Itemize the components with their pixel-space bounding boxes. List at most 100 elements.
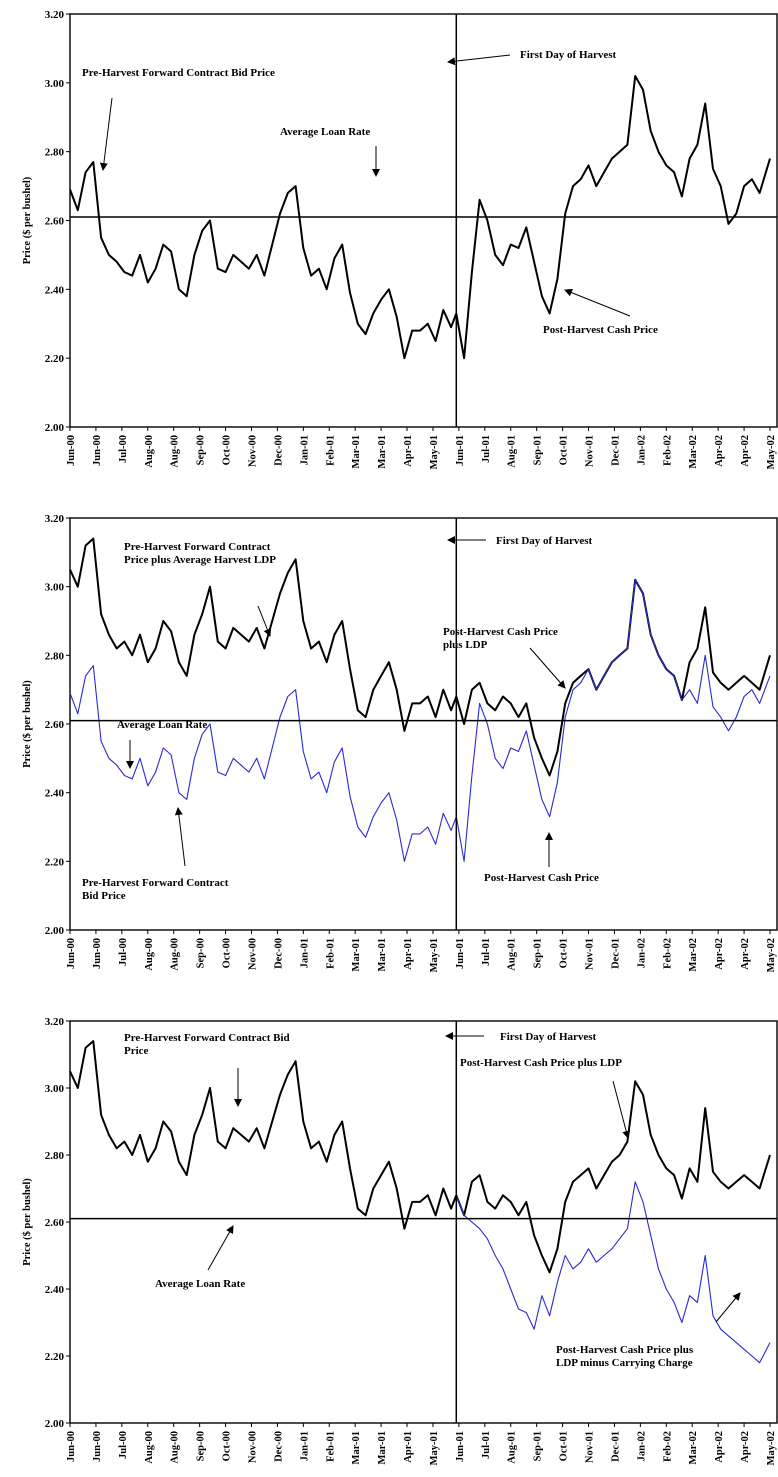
x-tick-label: Sep-00 — [196, 938, 207, 968]
x-tick-label: Apr-02 — [714, 435, 725, 467]
annotation-average-loan-rate: Average Loan Rate — [280, 126, 370, 138]
x-tick-label: Jun-00 — [66, 938, 77, 969]
annotation-arrow — [715, 1292, 741, 1323]
annotation-arrow — [529, 647, 566, 689]
x-tick-label: Jun-00 — [66, 1431, 77, 1462]
x-tick-label: Feb-02 — [662, 938, 673, 969]
x-tick-label: Oct-00 — [222, 1431, 233, 1461]
x-tick-label: Oct-01 — [559, 1431, 570, 1461]
annotation-pre-harvest-forward-contract-bid-price: Pre-Harvest Forward Contract Bid Price — [82, 67, 275, 79]
x-tick-label: Apr-01 — [403, 1431, 414, 1463]
y-tick-label: 2.00 — [45, 422, 65, 434]
x-tick-label: Sep-01 — [533, 435, 544, 465]
x-tick-label: Oct-00 — [222, 435, 233, 465]
x-tick-label: Nov-00 — [247, 435, 258, 467]
x-tick-label: Nov-00 — [247, 938, 258, 970]
x-tick-label: Aug-00 — [144, 1431, 155, 1464]
chart-panel-2: 2.00 2.20 2.40 2.60 2.80 3.00 3.20 Price ($ per… — [22, 513, 778, 972]
annotation-first-day-of-harvest: First Day of Harvest — [496, 535, 593, 547]
annotation-average-loan-rate: Average Loan Rate — [117, 719, 207, 731]
series-line-1 — [69, 537, 458, 732]
x-tick-label: Nov-01 — [585, 435, 596, 467]
x-tick-label: Jun-00 — [92, 938, 103, 969]
x-tick-label: Oct-01 — [559, 938, 570, 968]
x-tick-label: Aug-01 — [507, 1431, 518, 1464]
x-tick-label: Jul-01 — [481, 1431, 492, 1459]
x-tick-label: Aug-01 — [507, 435, 518, 468]
x-tick-label: Mar-01 — [351, 435, 362, 468]
x-tick-label: Aug-00 — [144, 435, 155, 468]
x-tick-label: Feb-01 — [325, 938, 336, 969]
x-tick-label: Apr-02 — [740, 435, 751, 467]
y-tick-label: 3.00 — [45, 582, 65, 594]
x-tick-label: Mar-02 — [688, 1431, 699, 1464]
y-tick-label: 3.00 — [45, 1083, 65, 1095]
x-tick-label: Mar-01 — [351, 1431, 362, 1464]
annotation-arrow — [257, 605, 272, 637]
y-tick-label: 2.20 — [45, 1351, 65, 1363]
x-tick-label: Jul-01 — [481, 435, 492, 463]
annotation-pre-harvest-forward-contract-bid-price: Pre-Harvest Forward Contract Bid Price — [124, 1032, 290, 1057]
x-tick-label: Apr-02 — [714, 938, 725, 970]
x-tick-label: Apr-02 — [714, 1431, 725, 1463]
x-tick-label: Mar-01 — [377, 938, 388, 971]
x-tick-label: Jan-02 — [636, 938, 647, 968]
y-tick-label: 2.20 — [45, 856, 65, 868]
x-tick-label: Jan-01 — [299, 1431, 310, 1461]
x-tick-label: Aug-00 — [170, 435, 181, 468]
annotation-arrow — [612, 1080, 631, 1139]
y-tick-label: 2.60 — [45, 216, 65, 228]
y-tick-label: 2.80 — [45, 1150, 65, 1162]
x-tick-label: Oct-01 — [559, 435, 570, 465]
x-tick-label: Dec-01 — [610, 1431, 621, 1462]
x-tick-label: Sep-01 — [533, 938, 544, 968]
y-tick-label: 2.40 — [45, 1284, 65, 1296]
series-line-3 — [69, 665, 457, 862]
x-tick-label: Jun-01 — [455, 435, 466, 466]
x-tick-label: Feb-02 — [662, 435, 673, 466]
x-tick-label: Dec-01 — [610, 435, 621, 466]
x-tick-label: Dec-00 — [273, 1431, 284, 1462]
y-axis-label: Price ($ per bushel) — [22, 680, 33, 768]
annotation-post-harvest-cash-price-plus-ldp: Post-Harvest Cash Price plus LDP — [443, 626, 558, 651]
x-tick-label: Jun-00 — [92, 435, 103, 466]
annotation-arrow — [99, 97, 113, 171]
x-tick-label: Feb-01 — [325, 435, 336, 466]
x-tick-label: Oct-00 — [222, 938, 233, 968]
x-tick-label: Jan-02 — [636, 435, 647, 465]
series-line-1 — [69, 161, 458, 360]
y-tick-label: 3.20 — [45, 513, 65, 525]
x-tick-label: Nov-01 — [585, 1431, 596, 1463]
x-tick-label: May-02 — [766, 1431, 777, 1465]
annotation-first-day-of-harvest: First Day of Harvest — [500, 1031, 597, 1043]
x-tick-label: Apr-02 — [740, 1431, 751, 1463]
x-tick-label: Apr-01 — [403, 938, 414, 970]
y-tick-label: 2.80 — [45, 147, 65, 159]
x-tick-label: Jun-01 — [455, 1431, 466, 1462]
annotation-arrow — [174, 807, 186, 867]
series-line-2 — [455, 75, 771, 360]
x-tick-label: Mar-02 — [688, 938, 699, 971]
x-tick-label: Apr-01 — [403, 435, 414, 467]
x-tick-label: Apr-02 — [740, 938, 751, 970]
x-tick-label: Dec-01 — [610, 938, 621, 969]
y-tick-label: 3.00 — [45, 78, 65, 90]
x-tick-label: Mar-01 — [377, 1431, 388, 1464]
x-tick-label: Jun-01 — [455, 938, 466, 969]
x-tick-label: Aug-00 — [170, 938, 181, 971]
annotation-arrow — [564, 288, 631, 317]
annotation-post-harvest-cash-price-plus-ldp-minus-carrying-charge: Post-Harvest Cash Price plus LDP minus Ca… — [556, 1344, 694, 1369]
series-line-1 — [69, 1040, 458, 1230]
series-line-2 — [455, 578, 771, 777]
x-tick-label: May-01 — [429, 435, 440, 469]
x-tick-label: Aug-01 — [507, 938, 518, 971]
x-tick-label: Jun-00 — [66, 435, 77, 466]
x-tick-label: May-02 — [766, 435, 777, 469]
x-tick-label: Feb-02 — [662, 1431, 673, 1462]
x-tick-label: Sep-00 — [196, 435, 207, 465]
x-tick-label: Mar-01 — [351, 938, 362, 971]
x-tick-label: May-01 — [429, 938, 440, 972]
x-tick-label: May-01 — [429, 1431, 440, 1465]
annotation-pre-harvest-forward-contract-bid-price: Pre-Harvest Forward Contract Bid Price — [82, 877, 229, 902]
